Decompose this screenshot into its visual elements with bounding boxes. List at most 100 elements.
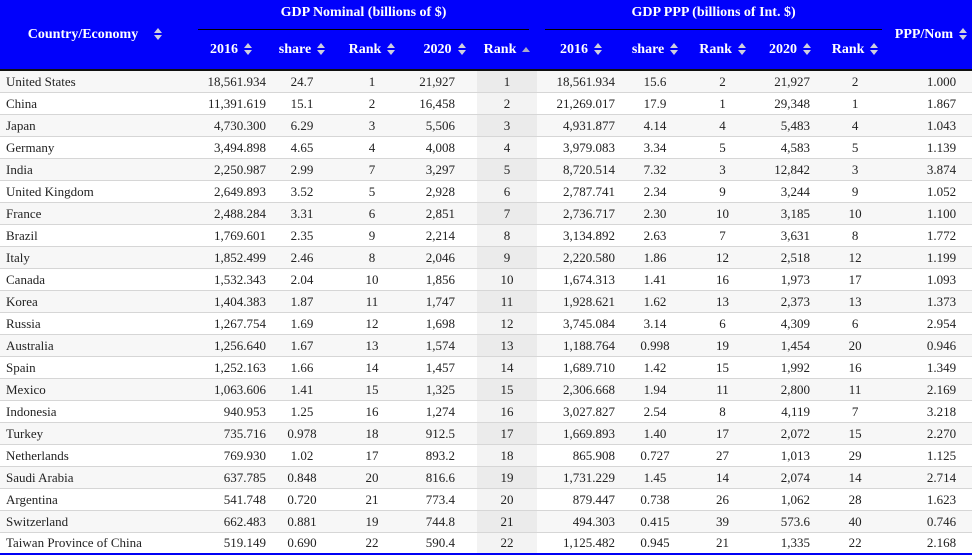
column-header-ppp-share[interactable]: share <box>625 30 686 70</box>
cell-ppp-over-nom: 1.199 <box>890 245 972 268</box>
cell-ppp-2016: 3,134.892 <box>537 223 626 246</box>
cell-ppp-rank: 8 <box>685 399 761 422</box>
cell-nominal-share: 2.99 <box>272 157 332 180</box>
column-header-nominal-share[interactable]: share <box>272 30 332 70</box>
column-header-ppp-nom[interactable]: PPP/Nom <box>890 0 972 70</box>
cell-ppp-2016: 1,689.710 <box>537 355 626 378</box>
cell-nominal-share: 0.690 <box>272 531 332 554</box>
sort-both-icon <box>154 28 163 41</box>
cell-ppp-2016: 8,720.514 <box>537 157 626 180</box>
cell-nominal-share: 1.66 <box>272 355 332 378</box>
column-header-nominal-2016[interactable]: 2016 <box>190 30 272 70</box>
cell-ppp-rank-2020: 5 <box>820 135 891 158</box>
cell-nominal-share: 3.52 <box>272 179 332 202</box>
cell-nominal-2016: 769.930 <box>190 443 272 466</box>
cell-country: Argentina <box>0 487 190 510</box>
cell-nominal-2020: 893.2 <box>412 443 477 466</box>
cell-nominal-share: 2.46 <box>272 245 332 268</box>
column-header-ppp-rank-2020[interactable]: Rank <box>820 30 891 70</box>
table-row: Netherlands 769.930 1.02 17 893.2 18 865.908 0.… <box>0 443 972 466</box>
cell-ppp-share: 0.945 <box>625 531 686 554</box>
cell-nominal-2020: 2,928 <box>412 179 477 202</box>
table-row: Saudi Arabia 637.785 0.848 20 816.6 19 1,731.2… <box>0 465 972 488</box>
cell-country: Indonesia <box>0 399 190 422</box>
cell-ppp-share: 1.42 <box>625 355 686 378</box>
cell-ppp-share: 1.40 <box>625 421 686 444</box>
sort-both-icon <box>670 43 679 56</box>
cell-country: China <box>0 91 190 114</box>
cell-ppp-2020: 4,583 <box>760 135 821 158</box>
column-header-country[interactable]: Country/Economy <box>0 0 190 70</box>
cell-nominal-2020: 5,506 <box>412 113 477 136</box>
cell-ppp-over-nom: 1.867 <box>890 91 972 114</box>
group-header-label: GDP PPP (billions of Int. $) <box>545 3 883 30</box>
cell-nominal-rank-2020: 17 <box>477 421 538 444</box>
cell-nominal-2016: 18,561.934 <box>190 70 272 92</box>
cell-ppp-2020: 4,309 <box>760 311 821 334</box>
column-header-label: 2020 <box>423 41 452 57</box>
table-row: Korea 1,404.383 1.87 11 1,747 11 1,928.621 1.62… <box>0 289 972 312</box>
cell-country: Canada <box>0 267 190 290</box>
cell-ppp-rank: 4 <box>685 113 761 136</box>
cell-ppp-rank-2020: 40 <box>820 509 891 532</box>
table-row: Argentina 541.748 0.720 21 773.4 20 879.447 0.7… <box>0 487 972 510</box>
column-header-nominal-rank-2020[interactable]: Rank <box>477 30 538 70</box>
column-header-nominal-2020[interactable]: 2020 <box>412 30 477 70</box>
cell-ppp-over-nom: 0.946 <box>890 333 972 356</box>
table-row: India 2,250.987 2.99 7 3,297 5 8,720.514 7.32 3 1… <box>0 157 972 180</box>
cell-nominal-share: 0.978 <box>272 421 332 444</box>
cell-ppp-over-nom: 1.125 <box>890 443 972 466</box>
cell-ppp-rank-2020: 7 <box>820 399 891 422</box>
table-row: Switzerland 662.483 0.881 19 744.8 21 494.303 0… <box>0 509 972 532</box>
cell-nominal-rank: 19 <box>332 509 412 532</box>
cell-nominal-2020: 1,457 <box>412 355 477 378</box>
cell-nominal-2016: 2,250.987 <box>190 157 272 180</box>
cell-nominal-rank: 21 <box>332 487 412 510</box>
cell-country: Russia <box>0 311 190 334</box>
cell-ppp-over-nom: 1.052 <box>890 179 972 202</box>
cell-nominal-rank-2020: 4 <box>477 135 538 158</box>
cell-ppp-rank-2020: 2 <box>820 70 891 92</box>
table-row: Germany 3,494.898 4.65 4 4,008 4 3,979.083 3.34… <box>0 135 972 158</box>
cell-nominal-rank-2020: 2 <box>477 91 538 114</box>
cell-ppp-rank-2020: 9 <box>820 179 891 202</box>
cell-ppp-rank-2020: 16 <box>820 355 891 378</box>
cell-ppp-over-nom: 2.169 <box>890 377 972 400</box>
cell-ppp-share: 1.62 <box>625 289 686 312</box>
cell-nominal-2020: 16,458 <box>412 91 477 114</box>
cell-country: Korea <box>0 289 190 312</box>
cell-ppp-2016: 3,745.084 <box>537 311 626 334</box>
cell-nominal-rank: 22 <box>332 531 412 554</box>
cell-ppp-over-nom: 1.139 <box>890 135 972 158</box>
column-header-label: Country/Economy <box>27 26 139 42</box>
cell-nominal-rank-2020: 11 <box>477 289 538 312</box>
cell-nominal-share: 1.87 <box>272 289 332 312</box>
column-header-nominal-rank[interactable]: Rank <box>332 30 412 70</box>
cell-nominal-2016: 2,649.893 <box>190 179 272 202</box>
cell-ppp-rank-2020: 22 <box>820 531 891 554</box>
cell-ppp-rank-2020: 4 <box>820 113 891 136</box>
column-header-ppp-rank[interactable]: Rank <box>685 30 761 70</box>
cell-ppp-over-nom: 3.874 <box>890 157 972 180</box>
cell-country: Mexico <box>0 377 190 400</box>
group-header-label: GDP Nominal (billions of $) <box>198 3 530 30</box>
cell-nominal-2016: 1,769.601 <box>190 223 272 246</box>
table-row: Mexico 1,063.606 1.41 15 1,325 15 2,306.668 1.9… <box>0 377 972 400</box>
cell-nominal-2020: 1,274 <box>412 399 477 422</box>
cell-ppp-2016: 21,269.017 <box>537 91 626 114</box>
cell-nominal-rank: 11 <box>332 289 412 312</box>
cell-ppp-share: 2.54 <box>625 399 686 422</box>
cell-ppp-over-nom: 1.349 <box>890 355 972 378</box>
column-header-ppp-2016[interactable]: 2016 <box>537 30 626 70</box>
column-header-ppp-2020[interactable]: 2020 <box>760 30 821 70</box>
cell-ppp-over-nom: 2.270 <box>890 421 972 444</box>
cell-nominal-rank: 7 <box>332 157 412 180</box>
cell-ppp-rank-2020: 6 <box>820 311 891 334</box>
cell-ppp-2020: 21,927 <box>760 70 821 92</box>
cell-nominal-share: 1.25 <box>272 399 332 422</box>
cell-ppp-rank: 17 <box>685 421 761 444</box>
cell-nominal-2016: 735.716 <box>190 421 272 444</box>
cell-nominal-rank: 18 <box>332 421 412 444</box>
cell-nominal-rank: 9 <box>332 223 412 246</box>
cell-nominal-2016: 1,852.499 <box>190 245 272 268</box>
